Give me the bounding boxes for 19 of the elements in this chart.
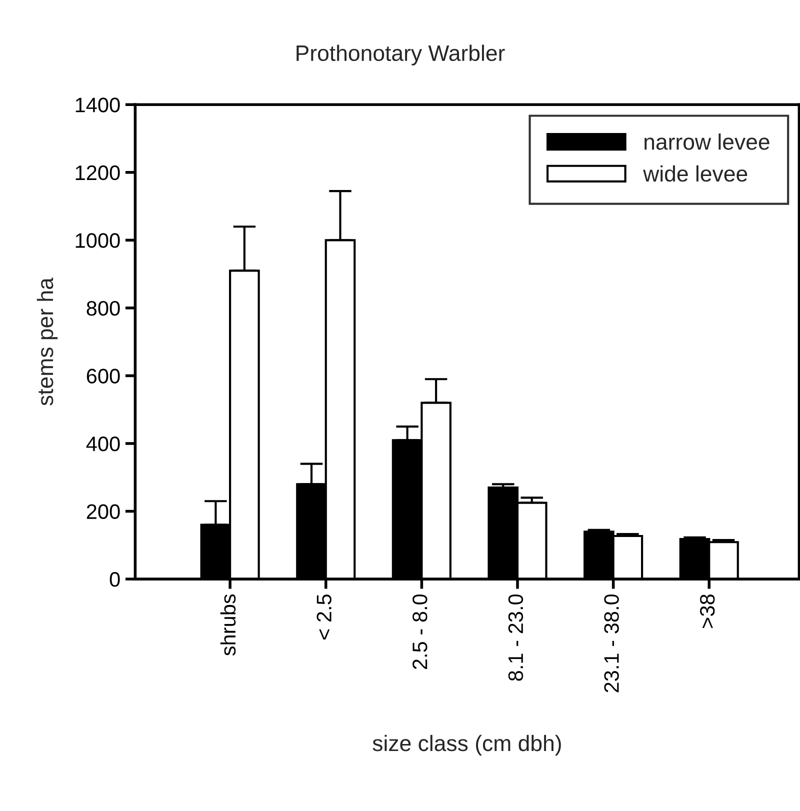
x-tick-label: 8.1 - 23.0	[508, 594, 524, 681]
y-tick-label: 400	[86, 436, 120, 452]
x-tick-label: shrubs	[220, 594, 236, 656]
x-tick-label: 2.5 - 8.0	[412, 594, 428, 670]
x-axis-title: size class (cm dbh)	[372, 734, 561, 756]
y-tick-label: 1000	[76, 233, 120, 248]
y-tick-label: 1400	[76, 98, 120, 112]
legend-label: narrow levee	[644, 134, 770, 150]
y-tick-label: 200	[86, 504, 120, 520]
y-tick-label: 0	[110, 572, 120, 587]
legend-label: wide levee	[643, 165, 748, 182]
x-tick-label: >38	[700, 594, 715, 628]
y-tick-label: 800	[86, 300, 120, 316]
x-tick-label: < 2.5	[316, 594, 332, 640]
y-tick-label: 600	[86, 368, 120, 384]
x-tick-label: 23.1 - 38.0	[604, 594, 619, 692]
y-tick-label: 1200	[76, 165, 120, 180]
chart-title: Prothonotary Warbler	[296, 44, 505, 66]
y-axis-title: stems per ha	[36, 278, 58, 406]
